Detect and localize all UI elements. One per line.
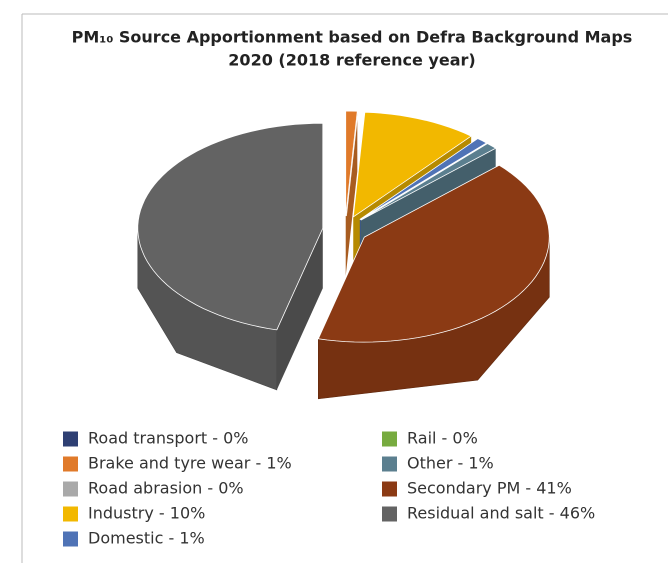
- slice-edge: [276, 228, 323, 390]
- legend-swatch: [63, 531, 78, 547]
- chart-title: 2020 (2018 reference year): [228, 51, 475, 70]
- legend-swatch: [382, 481, 397, 497]
- legend-swatch: [63, 506, 78, 522]
- legend-swatch: [63, 431, 78, 447]
- legend-swatch: [63, 456, 78, 472]
- legend-swatch: [382, 431, 397, 447]
- slice: [360, 142, 488, 221]
- slice: [345, 110, 358, 217]
- legend: Road transport - 0% Brake and tyre wear -…: [63, 429, 595, 548]
- legend-label: Road abrasion - 0%: [88, 479, 244, 498]
- legend-label: Industry - 10%: [88, 504, 205, 523]
- legend-swatch: [382, 456, 397, 472]
- legend-label: Residual and salt - 46%: [407, 504, 595, 523]
- slice: [360, 142, 497, 221]
- legend-label: Secondary PM - 41%: [407, 479, 572, 498]
- legend-label: Other - 1%: [407, 454, 494, 473]
- legend-swatch: [382, 506, 397, 522]
- slice-edge: [345, 111, 358, 277]
- slice: [352, 111, 473, 218]
- legend-label: Rail - 0%: [407, 429, 478, 448]
- chart-title: PM₁₀ Source Apportionment based on Defra…: [72, 28, 633, 47]
- legend-label: Brake and tyre wear - 1%: [88, 454, 292, 473]
- slice: [317, 164, 550, 343]
- legend-label: Road transport - 0%: [88, 429, 249, 448]
- pie-tops: [137, 110, 550, 343]
- legend-swatch: [63, 481, 78, 497]
- slice: [137, 122, 324, 331]
- legend-label: Domestic - 1%: [88, 529, 205, 548]
- slice: [359, 138, 488, 220]
- slice: [346, 110, 359, 217]
